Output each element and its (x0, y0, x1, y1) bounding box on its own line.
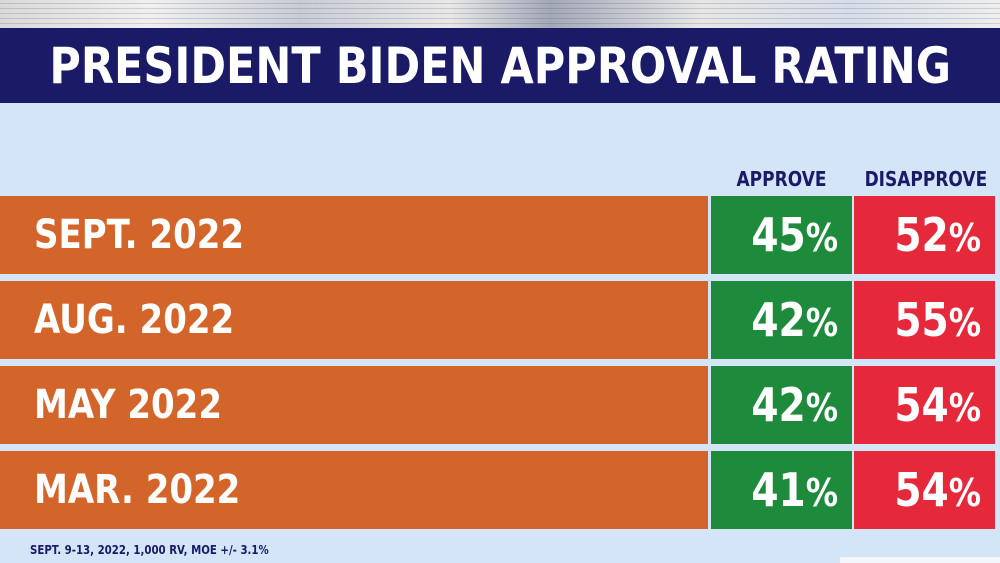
table-row: MAY 2022 42% 54% (0, 366, 995, 444)
disapprove-percent-sign: % (948, 386, 981, 430)
approve-percent-sign: % (805, 216, 838, 260)
approve-cell: 42% (711, 366, 852, 444)
disapprove-value: 52% (894, 196, 981, 274)
approve-cell: 41% (711, 451, 852, 529)
row-label: SEPT. 2022 (34, 212, 245, 258)
approve-value: 42% (751, 366, 838, 444)
disapprove-number: 52 (894, 208, 949, 262)
background-text-texture (0, 0, 1000, 28)
row-label-cell: MAR. 2022 (0, 451, 708, 529)
disapprove-value: 54% (894, 366, 981, 444)
footnote: SEPT. 9-13, 2022, 1,000 RV, MOE +/- 3.1% (30, 543, 269, 557)
disapprove-number: 54 (894, 378, 949, 432)
approve-number: 42 (751, 378, 806, 432)
disapprove-value: 55% (894, 281, 981, 359)
approve-percent-sign: % (805, 471, 838, 515)
approve-percent-sign: % (805, 301, 838, 345)
disapprove-number: 54 (894, 463, 949, 517)
row-label-cell: SEPT. 2022 (0, 196, 708, 274)
disapprove-cell: 52% (854, 196, 995, 274)
disapprove-percent-sign: % (948, 216, 981, 260)
disapprove-percent-sign: % (948, 301, 981, 345)
disapprove-percent-sign: % (948, 471, 981, 515)
disapprove-cell: 54% (854, 366, 995, 444)
disapprove-number: 55 (894, 293, 949, 347)
approve-number: 45 (751, 208, 806, 262)
row-label: MAR. 2022 (34, 467, 241, 513)
corner-strip (840, 557, 1000, 563)
approve-value: 41% (751, 451, 838, 529)
approve-value: 42% (751, 281, 838, 359)
disapprove-value: 54% (894, 451, 981, 529)
row-label: AUG. 2022 (34, 297, 235, 343)
approve-number: 42 (751, 293, 806, 347)
title-bar: PRESIDENT BIDEN APPROVAL RATING (0, 28, 1000, 103)
approve-cell: 42% (711, 281, 852, 359)
column-header-approve: APPROVE (736, 167, 827, 191)
approve-value: 45% (751, 196, 838, 274)
approve-cell: 45% (711, 196, 852, 274)
disapprove-cell: 54% (854, 451, 995, 529)
disapprove-cell: 55% (854, 281, 995, 359)
table-row: SEPT. 2022 45% 52% (0, 196, 995, 274)
background-newspaper-strip (0, 0, 1000, 28)
row-label-cell: AUG. 2022 (0, 281, 708, 359)
column-header-disapprove: DISAPPROVE (864, 167, 988, 191)
table-row: MAR. 2022 41% 54% (0, 451, 995, 529)
approve-number: 41 (751, 463, 806, 517)
chart-title: PRESIDENT BIDEN APPROVAL RATING (49, 36, 951, 95)
table-row: AUG. 2022 42% 55% (0, 281, 995, 359)
row-label: MAY 2022 (34, 382, 222, 428)
row-label-cell: MAY 2022 (0, 366, 708, 444)
approve-percent-sign: % (805, 386, 838, 430)
